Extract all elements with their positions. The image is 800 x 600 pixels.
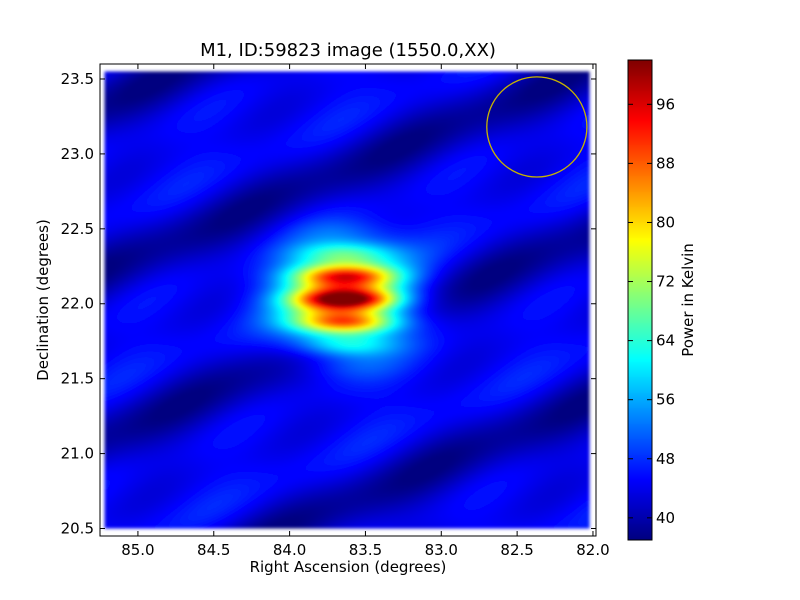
colorbar-tick-label: 96 bbox=[656, 95, 675, 113]
colorbar-frame bbox=[627, 59, 653, 541]
y-tick-label: 20.5 bbox=[61, 520, 94, 538]
x-axis-ticks: 85.0 84.5 84.0 83.5 83.0 82.5 82.0 bbox=[121, 64, 610, 559]
colorbar-tick-label: 88 bbox=[656, 154, 675, 172]
y-tick-label: 21.5 bbox=[61, 370, 94, 388]
y-tick-label: 22.0 bbox=[61, 295, 94, 313]
y-axis-label: Declination (degrees) bbox=[34, 219, 52, 381]
y-axis-ticks: 20.5 21.0 21.5 22.0 22.5 23.0 23.5 bbox=[61, 70, 596, 538]
x-axis-label: Right Ascension (degrees) bbox=[250, 558, 447, 576]
y-tick-label: 23.0 bbox=[61, 145, 94, 163]
colorbar-tick-label: 56 bbox=[656, 391, 675, 409]
colorbar-tick-label: 48 bbox=[656, 450, 675, 468]
colorbar-tick-label: 64 bbox=[656, 332, 675, 350]
chart-title: M1, ID:59823 image (1550.0,XX) bbox=[200, 40, 496, 61]
colorbar-tick-label: 40 bbox=[656, 509, 675, 527]
beam-circle bbox=[486, 76, 588, 178]
colorbar-gradient bbox=[628, 60, 652, 540]
colorbar: 40 48 56 64 72 80 88 96 Power in Kelvin bbox=[627, 59, 697, 541]
colorbar-ticks: 40 48 56 64 72 80 88 96 bbox=[628, 95, 675, 527]
x-tick-label: 84.0 bbox=[273, 541, 306, 559]
plot-frame bbox=[99, 63, 597, 537]
colorbar-tick-label: 80 bbox=[656, 213, 675, 231]
x-tick-label: 84.5 bbox=[197, 541, 230, 559]
y-tick-label: 21.0 bbox=[61, 445, 94, 463]
x-tick-label: 83.5 bbox=[349, 541, 382, 559]
colorbar-label: Power in Kelvin bbox=[679, 243, 697, 357]
heatmap-image bbox=[104, 71, 590, 529]
plot-area: 85.0 84.5 84.0 83.5 83.0 82.5 82.0 20.5 21.0 21.… bbox=[61, 63, 610, 559]
y-tick-label: 22.5 bbox=[61, 220, 94, 238]
y-tick-label: 23.5 bbox=[61, 70, 94, 88]
x-tick-label: 83.0 bbox=[425, 541, 458, 559]
colorbar-tick-label: 72 bbox=[656, 273, 675, 291]
x-tick-label: 82.0 bbox=[576, 541, 609, 559]
x-tick-label: 85.0 bbox=[121, 541, 154, 559]
x-tick-label: 82.5 bbox=[500, 541, 533, 559]
